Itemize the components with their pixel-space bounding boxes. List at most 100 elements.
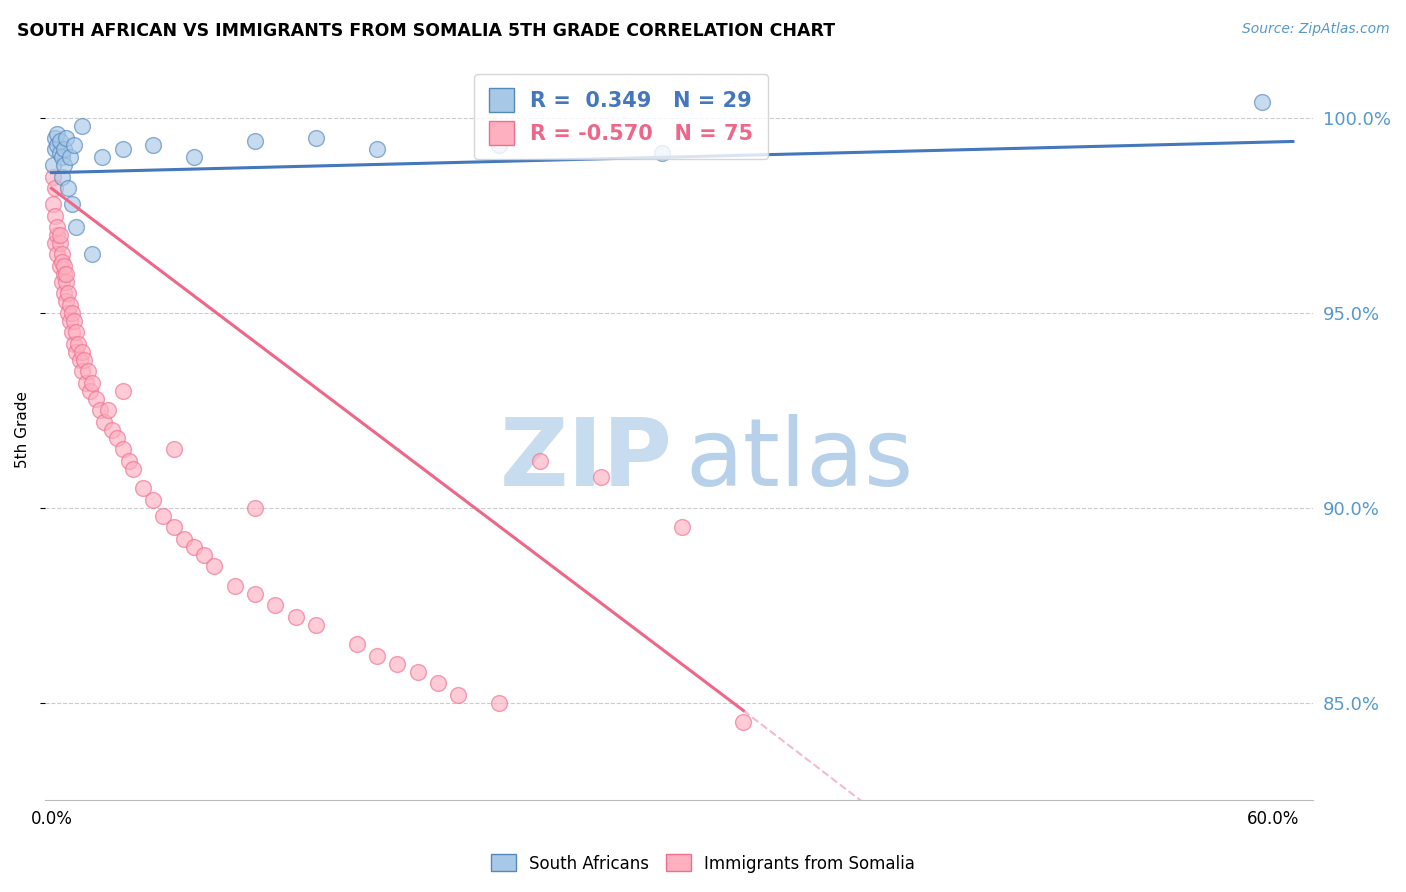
Point	[73, 352, 96, 367]
Point	[44, 142, 66, 156]
Text: SOUTH AFRICAN VS IMMIGRANTS FROM SOMALIA 5TH GRADE CORRELATION CHART: SOUTH AFRICAN VS IMMIGRANTS FROM SOMALIA…	[17, 22, 835, 40]
Point	[243, 500, 266, 515]
Point	[70, 364, 93, 378]
Point	[56, 181, 79, 195]
Text: Source: ZipAtlas.com: Source: ZipAtlas.com	[1241, 22, 1389, 37]
Point	[46, 227, 69, 242]
Point	[70, 345, 93, 359]
Legend: South Africans, Immigrants from Somalia: South Africans, Immigrants from Somalia	[484, 847, 922, 880]
Point	[97, 403, 120, 417]
Point	[52, 286, 75, 301]
Point	[46, 220, 69, 235]
Point	[305, 617, 328, 632]
Point	[65, 345, 87, 359]
Point	[1251, 95, 1274, 110]
Point	[589, 469, 612, 483]
Point	[48, 259, 70, 273]
Point	[111, 384, 134, 398]
Point	[62, 138, 84, 153]
Point	[366, 142, 388, 156]
Point	[406, 665, 429, 679]
Point	[91, 150, 114, 164]
Legend: R =  0.349   N = 29, R = -0.570   N = 75: R = 0.349 N = 29, R = -0.570 N = 75	[474, 74, 768, 160]
Point	[55, 130, 77, 145]
Point	[488, 696, 510, 710]
Point	[42, 169, 65, 184]
Point	[70, 119, 93, 133]
Point	[60, 326, 83, 340]
Point	[121, 462, 143, 476]
Point	[183, 150, 205, 164]
Point	[111, 442, 134, 457]
Point	[101, 423, 124, 437]
Point	[264, 599, 287, 613]
Point	[243, 586, 266, 600]
Point	[48, 227, 70, 242]
Point	[366, 648, 388, 663]
Point	[84, 392, 107, 406]
Point	[48, 235, 70, 250]
Point	[427, 676, 450, 690]
Point	[44, 209, 66, 223]
Point	[118, 454, 141, 468]
Point	[60, 197, 83, 211]
Point	[46, 138, 69, 153]
Point	[56, 306, 79, 320]
Point	[59, 298, 82, 312]
Point	[46, 247, 69, 261]
Point	[59, 150, 82, 164]
Point	[66, 337, 89, 351]
Point	[44, 130, 66, 145]
Point	[193, 548, 215, 562]
Point	[387, 657, 409, 671]
Point	[89, 403, 111, 417]
Point	[48, 135, 70, 149]
Point	[173, 532, 195, 546]
Point	[105, 431, 128, 445]
Point	[75, 376, 97, 391]
Point	[55, 275, 77, 289]
Point	[80, 247, 103, 261]
Point	[62, 314, 84, 328]
Point	[284, 610, 307, 624]
Point	[224, 579, 246, 593]
Point	[51, 169, 73, 184]
Point	[60, 306, 83, 320]
Point	[111, 142, 134, 156]
Point	[44, 235, 66, 250]
Point	[62, 337, 84, 351]
Point	[529, 454, 551, 468]
Point	[52, 158, 75, 172]
Point	[48, 146, 70, 161]
Y-axis label: 5th Grade: 5th Grade	[15, 392, 30, 468]
Point	[305, 130, 328, 145]
Point	[447, 688, 470, 702]
Point	[671, 520, 693, 534]
Point	[346, 637, 368, 651]
Point	[93, 415, 115, 429]
Point	[77, 364, 100, 378]
Text: ZIP: ZIP	[501, 414, 673, 506]
Point	[46, 127, 69, 141]
Point	[183, 540, 205, 554]
Point	[51, 255, 73, 269]
Point	[162, 520, 184, 534]
Point	[51, 275, 73, 289]
Point	[80, 376, 103, 391]
Point	[733, 715, 755, 730]
Point	[65, 326, 87, 340]
Point	[142, 138, 165, 153]
Point	[42, 197, 65, 211]
Point	[55, 267, 77, 281]
Point	[79, 384, 101, 398]
Point	[51, 150, 73, 164]
Point	[243, 135, 266, 149]
Point	[69, 352, 91, 367]
Point	[152, 508, 174, 523]
Point	[51, 247, 73, 261]
Point	[65, 220, 87, 235]
Point	[651, 146, 673, 161]
Point	[52, 267, 75, 281]
Point	[59, 314, 82, 328]
Point	[44, 181, 66, 195]
